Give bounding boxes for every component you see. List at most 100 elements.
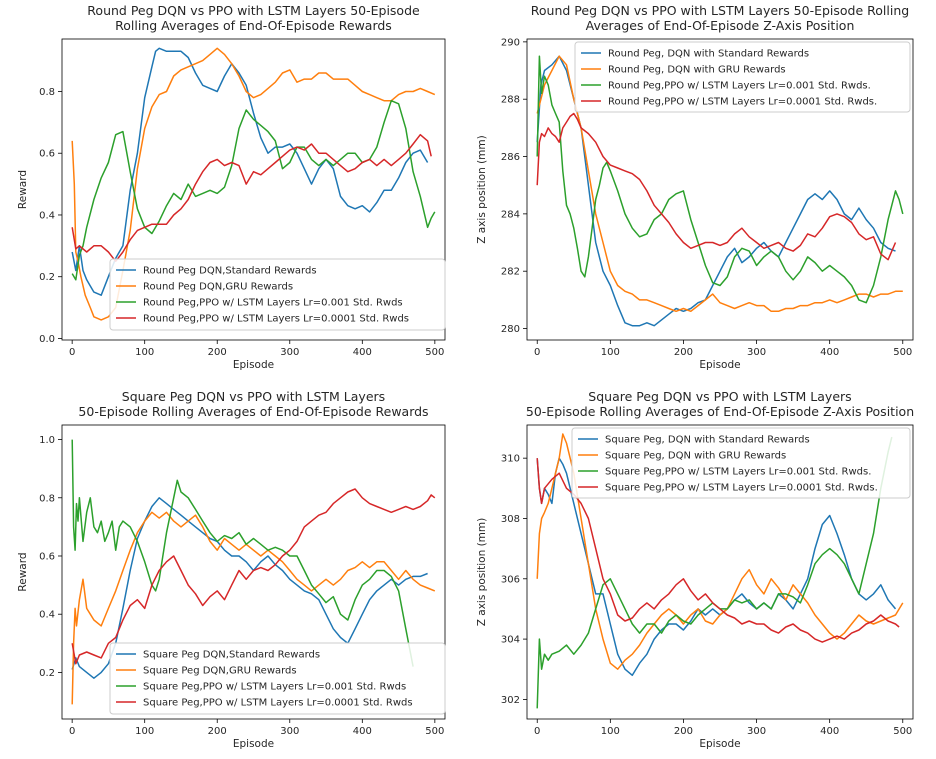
series-line xyxy=(71,497,428,679)
y-tick-label: 288 xyxy=(501,95,520,106)
series-line xyxy=(71,488,436,665)
chart-title-line: Rolling Averages of End-Of-Episode Rewar… xyxy=(115,18,392,33)
series-line xyxy=(536,433,904,670)
legend: Square Peg, DQN with Standard Rewards Squ… xyxy=(571,427,911,499)
x-tick-label: 0 xyxy=(534,347,540,358)
x-tick-label: 400 xyxy=(353,347,372,358)
x-tick-label: 400 xyxy=(820,726,839,737)
legend-entry: Round Peg, DQN with GRU Rewards xyxy=(608,65,786,76)
x-tick-label: 400 xyxy=(353,726,372,737)
plot-frame xyxy=(61,424,446,720)
y-tick-label: 284 xyxy=(501,209,520,220)
x-tick-label: 200 xyxy=(208,347,227,358)
x-tick-label: 0 xyxy=(69,726,75,737)
chart-title-line: Round Peg DQN vs PPO with LSTM Layers 50… xyxy=(531,3,909,18)
chart-title-line: 50-Episode Rolling Averages of End-Of-Ep… xyxy=(78,404,428,419)
x-tick-label: 300 xyxy=(747,726,766,737)
series-line xyxy=(71,133,432,263)
chart-2: Round Peg DQN vs PPO with LSTM Layers 50… xyxy=(476,3,914,371)
y-axis-label: Z axis position (mm) xyxy=(476,518,488,626)
chart-title-line: Square Peg DQN vs PPO with LSTM Layers xyxy=(122,389,385,404)
legend-entry: Round Peg,PPO w/ LSTM Layers Lr=0.0001 S… xyxy=(608,97,877,108)
x-axis-label: Episode xyxy=(699,359,740,371)
y-tick-label: 302 xyxy=(501,695,520,706)
y-axis-label: Reward xyxy=(17,552,29,591)
x-tick-label: 500 xyxy=(425,726,444,737)
chart-title-line: Round Peg DQN vs PPO with LSTM Layers 50… xyxy=(87,3,420,18)
series-line xyxy=(71,439,414,667)
chart-1: Round Peg DQN vs PPO with LSTM Layers 50… xyxy=(17,3,446,371)
plot-frame xyxy=(61,38,446,341)
series-group xyxy=(536,55,904,327)
y-tick-label: 0.4 xyxy=(39,610,55,621)
legend-entry: Square Peg DQN,GRU Rewards xyxy=(143,666,297,677)
series-line xyxy=(71,99,436,281)
x-tick-label: 200 xyxy=(674,347,693,358)
legend-box xyxy=(571,427,911,499)
chart-3: Square Peg DQN vs PPO with LSTM Layers50… xyxy=(17,389,446,750)
y-tick-label: 1.0 xyxy=(39,435,55,446)
y-tick-label: 0.0 xyxy=(39,334,55,345)
series-line xyxy=(536,55,896,327)
y-axis-label: Z axis position (mm) xyxy=(476,135,488,243)
x-tick-label: 100 xyxy=(601,726,620,737)
x-tick-label: 500 xyxy=(425,347,444,358)
legend-box xyxy=(109,258,446,331)
legend-entry: Square Peg,PPO w/ LSTM Layers Lr=0.001 S… xyxy=(143,682,406,693)
legend: Round Peg DQN,Standard Rewards Round Peg … xyxy=(109,258,446,331)
x-axis-label: Episode xyxy=(233,738,274,750)
y-tick-label: 308 xyxy=(501,514,520,525)
y-tick-label: 286 xyxy=(501,152,520,163)
legend-entry: Square Peg DQN,Standard Rewards xyxy=(143,650,320,661)
y-tick-label: 0.4 xyxy=(39,210,55,221)
y-tick-label: 282 xyxy=(501,267,520,278)
series-line xyxy=(536,458,900,643)
y-tick-label: 280 xyxy=(501,324,520,335)
x-axis-label: Episode xyxy=(233,359,274,371)
x-tick-label: 100 xyxy=(135,726,154,737)
series-line xyxy=(536,436,893,709)
legend-entry: Round Peg,PPO w/ LSTM Layers Lr=0.001 St… xyxy=(143,298,403,309)
legend-box xyxy=(574,41,911,113)
plot-frame xyxy=(526,424,914,720)
legend-entry: Square Peg, DQN with Standard Rewards xyxy=(605,435,810,446)
legend-box xyxy=(109,642,446,715)
y-axis-label: Reward xyxy=(17,170,29,209)
x-tick-label: 200 xyxy=(674,726,693,737)
x-tick-label: 300 xyxy=(747,347,766,358)
x-tick-label: 500 xyxy=(893,726,912,737)
chart-4: Square Peg DQN vs PPO with LSTM Layers 50… xyxy=(476,389,914,750)
series-line xyxy=(536,112,897,261)
x-tick-label: 0 xyxy=(534,726,540,737)
x-tick-label: 400 xyxy=(820,347,839,358)
y-tick-label: 306 xyxy=(501,574,520,585)
legend-entry: Round Peg,PPO w/ LSTM Layers Lr=0.0001 S… xyxy=(143,314,409,325)
chart-title-line: Square Peg DQN vs PPO with LSTM Layers xyxy=(588,389,851,404)
x-tick-label: 500 xyxy=(893,347,912,358)
y-tick-label: 0.2 xyxy=(39,272,55,283)
legend-entry: Round Peg DQN,Standard Rewards xyxy=(143,266,317,277)
legend-entry: Square Peg,PPO w/ LSTM Layers Lr=0.0001 … xyxy=(143,698,413,709)
legend: Round Peg, DQN with Standard Rewards Roun… xyxy=(574,41,911,113)
x-axis-label: Episode xyxy=(699,738,740,750)
x-tick-label: 200 xyxy=(208,726,227,737)
y-tick-label: 290 xyxy=(501,37,520,48)
legend-entry: Round Peg, DQN with Standard Rewards xyxy=(608,49,809,60)
x-tick-label: 300 xyxy=(280,347,299,358)
legend-entry: Square Peg,PPO w/ LSTM Layers Lr=0.001 S… xyxy=(605,467,871,478)
legend-entry: Square Peg,PPO w/ LSTM Layers Lr=0.0001 … xyxy=(605,483,878,494)
y-tick-label: 0.6 xyxy=(39,149,55,160)
legend-entry: Round Peg,PPO w/ LSTM Layers Lr=0.001 St… xyxy=(608,81,871,92)
y-tick-label: 310 xyxy=(501,454,520,465)
x-tick-label: 100 xyxy=(135,347,154,358)
legend-entry: Round Peg DQN,GRU Rewards xyxy=(143,282,293,293)
series-line xyxy=(71,47,436,321)
x-tick-label: 100 xyxy=(601,347,620,358)
plot-frame xyxy=(526,38,914,341)
x-tick-label: 300 xyxy=(280,726,299,737)
y-tick-label: 304 xyxy=(501,635,520,646)
y-tick-label: 0.8 xyxy=(39,493,55,504)
series-line xyxy=(536,55,903,313)
y-tick-label: 0.8 xyxy=(39,87,55,98)
